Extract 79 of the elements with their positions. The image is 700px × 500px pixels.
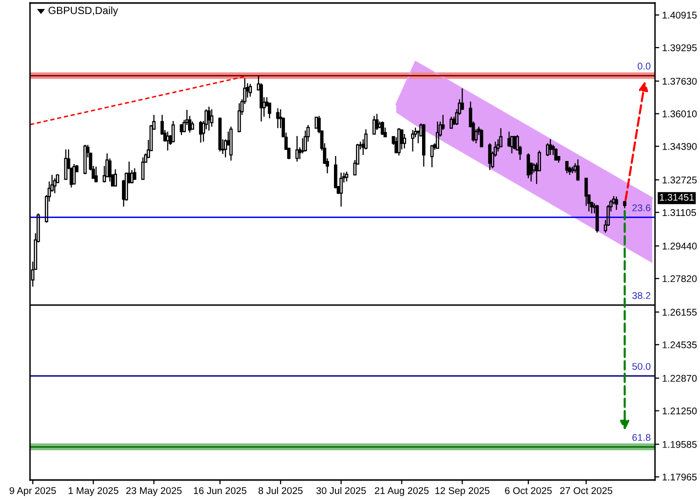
x-tick-label: 9 Apr 2025 <box>10 487 56 496</box>
annotation: 23.6 <box>632 204 650 212</box>
candlestick <box>548 138 552 156</box>
y-tick-label: 1.37630 <box>662 78 697 85</box>
candlestick <box>114 168 118 188</box>
annotation: 61.8 <box>632 434 650 441</box>
annotation: 38.2 <box>632 292 650 300</box>
candlestick <box>210 108 214 128</box>
annotation: 0.0 <box>638 62 650 70</box>
candlestick <box>141 156 145 180</box>
y-tick-label: 1.17965 <box>662 474 697 480</box>
candlestick <box>314 116 318 130</box>
candlestick <box>402 133 406 149</box>
candlestick <box>344 171 348 182</box>
y-tick-label: 1.24535 <box>662 341 697 348</box>
y-tick-label: 1.32725 <box>662 176 697 184</box>
y-tick-label: 1.36010 <box>662 110 697 118</box>
candlestick <box>397 128 401 156</box>
candlestick <box>565 160 569 174</box>
candlestick <box>614 196 618 210</box>
x-tick-label: 21 Aug 2025 <box>374 487 429 496</box>
candlestick <box>218 116 222 152</box>
x-tick-label: 27 Oct 2025 <box>560 487 612 494</box>
candlestick <box>166 131 170 152</box>
candlestick <box>375 113 379 131</box>
candlestick <box>450 116 453 130</box>
y-tick-label: 1.19585 <box>662 441 697 448</box>
y-tick-label: 1.22870 <box>662 374 697 382</box>
candlestick <box>248 83 252 98</box>
candlestick <box>94 166 98 183</box>
candlestick <box>276 108 280 129</box>
candlestick <box>596 204 599 234</box>
candlestick <box>207 106 211 132</box>
x-tick-label: 1 May 2025 <box>68 487 118 496</box>
x-tick-label: 16 Jun 2025 <box>194 487 246 494</box>
annotation: 50.0 <box>632 362 650 370</box>
candlestick <box>488 142 492 171</box>
candlestick <box>372 115 376 136</box>
candlestick <box>339 172 343 208</box>
candlestick <box>623 200 626 209</box>
candlestick <box>108 158 112 182</box>
candlestick <box>238 102 241 133</box>
x-tick-label: 30 Jul 2025 <box>316 486 366 494</box>
candlestick <box>480 128 484 148</box>
candlestick <box>411 129 414 152</box>
candlestick <box>83 144 87 175</box>
y-tick-label: 1.29440 <box>662 242 697 250</box>
candlestick <box>295 135 299 162</box>
y-tick-label: 1.31105 <box>662 209 696 216</box>
candlestick <box>436 120 440 150</box>
x-tick-label: 12 Sep 2025 <box>435 487 490 496</box>
text: 1.31451 <box>660 194 694 201</box>
candlestick <box>132 168 136 180</box>
y-tick-label: 1.39295 <box>662 44 697 52</box>
candlestick <box>430 144 434 168</box>
candlestick <box>199 120 202 144</box>
y-tick-label: 1.40915 <box>662 12 697 19</box>
y-tick-label: 1.27820 <box>662 275 697 282</box>
candlestick <box>229 126 233 162</box>
candlestick <box>526 152 530 179</box>
candlestick <box>570 166 574 174</box>
candlestick <box>546 142 550 157</box>
candlestick <box>380 120 384 136</box>
candlestick <box>554 148 558 162</box>
x-tick-label: 8 Jul 2025 <box>258 486 303 494</box>
candlestick <box>53 178 56 194</box>
y-tick-label: 1.34390 <box>662 143 697 150</box>
candlestick <box>422 123 426 168</box>
chart-title: GBPUSD,Daily <box>48 6 118 16</box>
candlestick <box>64 148 68 180</box>
y-tick-label: 1.21250 <box>662 408 697 414</box>
y-tick-label: 1.26155 <box>662 308 697 316</box>
candlestick <box>72 163 76 186</box>
candlestick <box>499 128 502 148</box>
x-tick-label: 23 May 2025 <box>126 487 182 496</box>
candlestick <box>172 120 175 143</box>
x-tick-label: 6 Oct 2025 <box>505 487 552 494</box>
candlestick <box>510 135 514 154</box>
candlestick <box>576 158 580 182</box>
